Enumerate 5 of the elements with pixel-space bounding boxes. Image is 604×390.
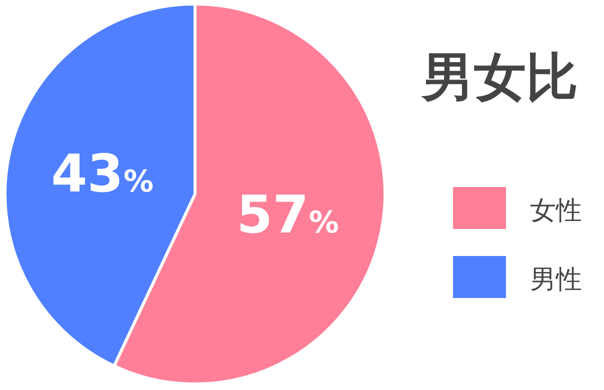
legend-label: 女性 <box>530 196 582 226</box>
legend-label: 男性 <box>530 265 582 295</box>
data-label: 43% <box>51 144 154 204</box>
text: 男女比 <box>420 48 578 108</box>
data-label: 57% <box>236 186 339 246</box>
